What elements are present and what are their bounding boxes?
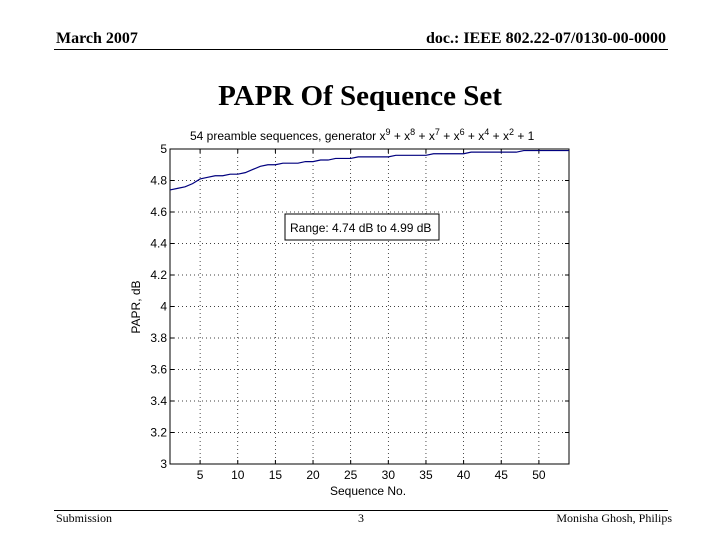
ticks: 5 10 15 20 25 30 35 40 45 50 3 3.2 3.4 3.6 3.8 4 4.2 4.4 4…: [150, 142, 569, 482]
y-tick-label: 4.8: [150, 174, 167, 188]
y-tick-label: 4.4: [150, 237, 167, 251]
y-tick-label: 5: [160, 142, 167, 156]
chart-title-term: + x: [489, 129, 509, 143]
header-divider: [54, 49, 668, 50]
y-axis-label: PAPR, dB: [129, 280, 143, 333]
y-tick-label: 4.2: [150, 268, 167, 282]
x-axis-label: Sequence No.: [330, 484, 406, 498]
y-tick-label: 3.2: [150, 426, 167, 440]
x-tick-label: 25: [344, 468, 358, 482]
footer-divider: [54, 510, 668, 511]
x-tick-label: 30: [382, 468, 396, 482]
chart-title-exponent: 2: [509, 127, 514, 137]
y-tick-label: 4: [160, 300, 167, 314]
y-tick-label: 4.6: [150, 205, 167, 219]
chart-title-exponent: 7: [435, 127, 440, 137]
annotation-text: Range: 4.74 dB to 4.99 dB: [290, 221, 431, 235]
footer-page-number: 3: [358, 511, 364, 525]
annotation-box: Range: 4.74 dB to 4.99 dB: [284, 213, 440, 241]
x-tick-label: 10: [231, 468, 245, 482]
annotation-frame: [284, 213, 440, 241]
x-tick-label: 15: [269, 468, 283, 482]
chart-title-exponent: 9: [385, 127, 390, 137]
x-tick-label: 45: [495, 468, 509, 482]
chart-title-exponent: 8: [410, 127, 415, 137]
chart-title-exponent: 4: [484, 127, 489, 137]
slide-title: PAPR Of Sequence Set: [218, 80, 502, 112]
x-tick-label: 5: [197, 468, 204, 482]
x-tick-label: 40: [457, 468, 471, 482]
chart-title-term: + x: [465, 129, 485, 143]
chart-title-term: + x: [415, 129, 435, 143]
chart-title: 54 preamble sequences, generator x9 + x8…: [190, 127, 535, 143]
chart-title-prefix: 54 preamble sequences, generator x: [190, 129, 385, 143]
y-tick-label: 3.6: [150, 363, 167, 377]
y-tick-label: 3.4: [150, 394, 167, 408]
chart-title-term: + x: [440, 129, 460, 143]
footer-author: Monisha Ghosh, Philips: [556, 511, 672, 525]
grid: [170, 149, 569, 464]
plot-area: [169, 148, 570, 465]
chart-title-term: + 1: [514, 129, 535, 143]
y-tick-label: 3: [160, 457, 167, 471]
chart-title-exponent: 6: [460, 127, 465, 137]
footer-submission: Submission: [56, 511, 113, 525]
chart-title-term: + x: [390, 129, 410, 143]
x-tick-label: 20: [306, 468, 320, 482]
series-line-papr: [169, 149, 569, 191]
x-tick-label: 35: [419, 468, 433, 482]
x-tick-label: 50: [532, 468, 546, 482]
header-date: March 2007: [56, 30, 138, 47]
y-tick-label: 3.8: [150, 331, 167, 345]
header-doc-id: doc.: IEEE 802.22-07/0130-00-0000: [426, 30, 666, 47]
